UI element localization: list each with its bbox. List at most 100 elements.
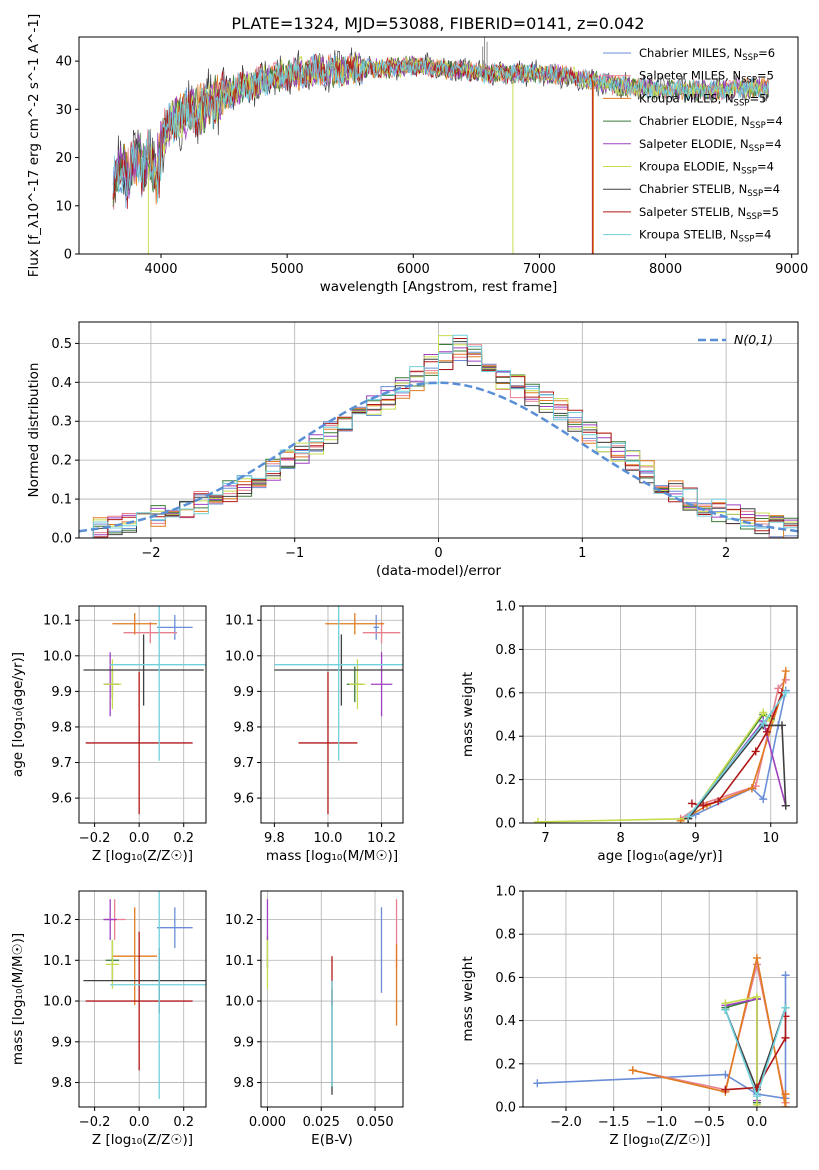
x-axis-label: mass [log₁₀(M/M☉)] [266, 848, 398, 864]
weight-marker-ch_stelib [777, 721, 786, 730]
tick-label-y: 0 [64, 248, 72, 263]
weight-marker-sa_miles [774, 684, 783, 693]
x-axis-label: Z [log₁₀(Z/Z☉)] [92, 1132, 193, 1148]
weight-marker-kr_miles [752, 953, 761, 962]
y-axis-label: mass weight [460, 956, 476, 1041]
plot-area [112, 37, 769, 254]
tick-label-y: 0.1 [51, 493, 72, 508]
tick-label-y: 0.2 [495, 773, 516, 788]
y-axis-label: Normed distribution [26, 363, 42, 498]
y-axis-label: mass [log₁₀(M/M☉)] [10, 933, 26, 1065]
tick-label-y: 0.6 [495, 971, 516, 986]
legend-label-kr_elodie: Kroupa ELODIE, NSSP=4 [639, 160, 774, 177]
tick-label-x: 0.0 [747, 1115, 768, 1130]
tick-label-x: −2.0 [550, 1115, 582, 1130]
tick-label-y: 10.1 [43, 954, 72, 969]
tick-label-y: 0.4 [495, 1014, 516, 1029]
tick-label-y: 1.0 [495, 600, 516, 615]
plot-area [83, 606, 206, 815]
axes-frame [522, 605, 798, 824]
tick-label-y: 0.0 [495, 1101, 516, 1116]
legend-label-sa_stelib: Salpeter STELIB, NSSP=5 [639, 205, 779, 222]
x-axis-label: wavelength [Angstrom, rest frame] [320, 279, 558, 295]
tick-label-x: 8000 [649, 262, 682, 277]
tick-label-x: 9 [692, 831, 700, 846]
tick-label-y: 9.9 [51, 685, 72, 700]
tick-label-y: 10.0 [43, 995, 72, 1010]
legend-label-ch_elodie: Chabrier ELODIE, NSSP=4 [639, 114, 783, 131]
axes-mass_vs_ebv: 0.000 0.025 0.050 9.8 9.9 10.0 10.1 10.2 E(B-V) [225, 890, 404, 1148]
weight-line-ch_miles [687, 690, 787, 820]
plot-area [534, 667, 790, 823]
tick-label-x: −1 [285, 546, 304, 561]
weight-marker-kr_elodie [752, 992, 761, 1001]
tick-label-x: −0.2 [79, 1115, 111, 1130]
histogram-kr_stelib [79, 334, 798, 538]
tick-label-x: 9000 [775, 262, 808, 277]
tick-label-y: 9.9 [51, 1035, 72, 1050]
tick-label-x: 0.0 [129, 1115, 150, 1130]
tick-label-x: −2 [141, 546, 160, 561]
axes-frame [522, 890, 798, 1108]
x-axis-label: (data-model)/error [376, 563, 502, 579]
weight-marker-kr_elodie [534, 817, 543, 823]
weight-marker-ch_miles [781, 971, 790, 980]
legend-label-ch_stelib: Chabrier STELIB, NSSP=4 [639, 182, 780, 199]
weight-marker-ch_miles [533, 1079, 542, 1088]
weight-marker-kr_miles [781, 1090, 790, 1099]
weight-marker-kr_miles [747, 784, 756, 793]
weight-marker-kr_stelib [781, 1003, 790, 1012]
tick-label-y: 9.7 [233, 756, 254, 771]
plot-area [266, 899, 398, 1095]
tick-label-x: −1.5 [598, 1115, 630, 1130]
plot-area [83, 891, 206, 1099]
tick-label-y: 10.1 [43, 614, 72, 629]
tick-label-y: 9.8 [233, 1076, 254, 1091]
axes-frame [78, 890, 207, 1108]
tick-label-x: 0 [434, 546, 442, 561]
tick-label-x: 10.2 [367, 831, 396, 846]
weight-marker-sa_miles [781, 675, 790, 684]
legend-label-normal: N(0,1) [734, 332, 773, 347]
tick-label-x: 0.025 [303, 1115, 340, 1130]
tick-label-x: 7 [541, 831, 549, 846]
tick-label-y: 0.5 [51, 337, 72, 352]
tick-label-y: 20 [55, 151, 72, 166]
weight-marker-kr_elodie [759, 708, 768, 717]
tick-label-y: 0.2 [51, 454, 72, 469]
tick-label-x: 10.0 [314, 831, 343, 846]
tick-label-x: 4000 [144, 262, 177, 277]
tick-label-x: −1.0 [646, 1115, 678, 1130]
weight-marker-sa_stelib [721, 1085, 730, 1094]
axes-frame [78, 605, 207, 824]
x-axis-label: Z [log₁₀(Z/Z☉)] [609, 1132, 710, 1148]
weight-marker-sa_stelib [781, 1033, 790, 1042]
tick-label-y: 40 [55, 55, 72, 70]
tick-label-x: 5000 [271, 262, 304, 277]
axes-age_vs_Z: −0.2 0.0 0.2 9.6 9.7 9.8 9.9 10.0 10.1 Z [log₁₀(Z… [10, 605, 207, 864]
axes-residuals: −2 −1 0 1 2 0.0 0.1 0.2 0.3 0.4 0.5 (data-model)/er… [26, 321, 799, 579]
tick-label-y: 0.6 [495, 686, 516, 701]
tick-label-y: 10.0 [43, 649, 72, 664]
tick-label-y: 9.8 [233, 720, 254, 735]
tick-label-y: 0.0 [495, 817, 516, 832]
axes-mass_vs_Z: −0.2 0.0 0.2 9.8 9.9 10.0 10.1 10.2 Z [log₁₀(Z/Z… [10, 890, 207, 1148]
weight-marker-kr_elodie [752, 1100, 761, 1107]
plot-area [533, 953, 790, 1107]
tick-label-x: 8 [616, 831, 624, 846]
weight-marker-kr_miles [781, 667, 790, 676]
axes-massweight_vs_age: 7 8 9 10 0.0 0.2 0.4 0.6 0.8 1.0 age [log₁₀(age/yr… [460, 600, 798, 864]
x-axis-label: age [log₁₀(age/yr)] [597, 848, 722, 864]
legend: Chabrier MILES, NSSP=6 Salpeter MILES, NS… [603, 46, 783, 245]
tick-label-x: −0.2 [79, 831, 111, 846]
tick-label-y: 10.0 [225, 649, 254, 664]
tick-label-y: 10 [55, 199, 72, 214]
weight-marker-kr_miles [628, 1066, 637, 1075]
figure-title: PLATE=1324, MJD=53088, FIBERID=0141, z=0… [231, 14, 644, 33]
tick-label-x: 0.000 [249, 1115, 286, 1130]
tick-label-x: 7000 [523, 262, 556, 277]
tick-label-x: 2 [722, 546, 730, 561]
weight-marker-kr_stelib [684, 812, 693, 821]
tick-label-y: 9.8 [51, 720, 72, 735]
